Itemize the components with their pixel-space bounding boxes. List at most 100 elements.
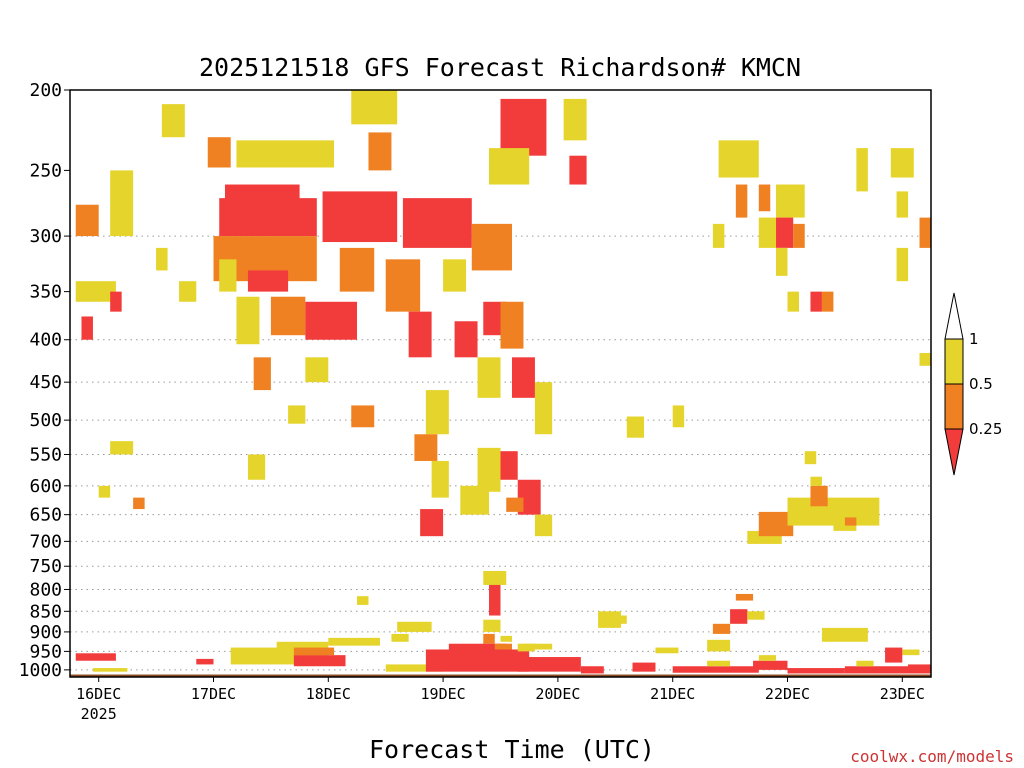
x-tick-label: 20DEC (535, 685, 580, 703)
y-tick-label: 250 (29, 160, 62, 181)
credit-link[interactable]: coolwx.com/models (850, 747, 1014, 766)
ri-cell (368, 132, 392, 171)
ri-cell (357, 596, 369, 605)
y-tick-label: 900 (29, 622, 62, 643)
ri-cell (890, 148, 914, 178)
x-tick-sublabel: 2025 (81, 705, 117, 723)
ri-cell (236, 296, 260, 345)
ri-cell (328, 637, 380, 646)
ri-cell (110, 291, 122, 312)
ri-cell (236, 140, 335, 168)
plot-area (69, 89, 932, 678)
ri-cell (787, 668, 845, 674)
richardson-cells (75, 90, 931, 674)
ri-cell (500, 635, 512, 642)
ri-cell (494, 643, 512, 650)
ri-cell (776, 217, 794, 248)
ri-cell (276, 641, 329, 654)
y-tick-label: 850 (29, 601, 62, 622)
ri-cell (477, 357, 501, 398)
ri-cell (293, 647, 335, 656)
ri-cell (293, 655, 346, 667)
y-tick-label: 350 (29, 282, 62, 303)
ri-cell (75, 281, 116, 302)
plot-frame (69, 89, 932, 678)
ri-cell (821, 627, 868, 642)
legend-label: 0.5 (969, 375, 993, 393)
x-tick-label: 22DEC (765, 685, 810, 703)
ri-cell (609, 615, 627, 624)
legend-label: 0.25 (969, 420, 1002, 438)
color-legend: 1 0.5 0.25 (944, 292, 1002, 476)
ri-cell (844, 666, 931, 674)
ri-cell (483, 633, 495, 644)
ri-cell (477, 447, 501, 492)
ri-cell (322, 191, 398, 243)
ri-cell (902, 649, 920, 656)
ri-cell (896, 191, 909, 218)
x-tick-label: 17DEC (191, 685, 236, 703)
y-tick-label: 450 (29, 372, 62, 393)
ri-cell (483, 570, 507, 585)
ri-cell (730, 609, 748, 624)
ri-cell (793, 223, 805, 248)
ri-cell (397, 621, 432, 632)
ri-cell (810, 485, 828, 507)
ri-cell (351, 90, 398, 125)
ri-cell (110, 170, 134, 237)
ground-band (70, 674, 931, 677)
ri-cell (517, 657, 581, 672)
ri-cell (856, 660, 874, 667)
legend-swatch-high (944, 338, 964, 385)
ri-cell (776, 184, 805, 218)
ri-cell (908, 664, 931, 670)
ri-cell (506, 497, 524, 512)
ri-cell (844, 517, 857, 526)
legend-label: 1 (969, 330, 979, 348)
ri-cell (758, 184, 771, 212)
ri-cell (758, 655, 777, 661)
ri-cell (420, 509, 444, 537)
ri-cell (718, 140, 759, 178)
ri-cell (896, 247, 909, 282)
ri-cell (523, 643, 553, 650)
ri-cell (351, 405, 375, 428)
ri-cell (305, 301, 357, 340)
ri-cell (753, 660, 788, 670)
ri-cell (339, 247, 375, 292)
ri-cell (787, 291, 799, 312)
ri-cell (821, 291, 834, 312)
legend-swatch-mid (944, 383, 964, 430)
ri-cell (804, 451, 817, 465)
ri-cell (161, 104, 185, 138)
y-tick-label: 300 (29, 226, 62, 247)
ri-cell (81, 316, 93, 340)
y-tick-label: 400 (29, 330, 62, 351)
ri-cell (75, 204, 99, 237)
y-tick-label: 200 (29, 80, 62, 101)
ri-cell (224, 184, 300, 205)
ri-cell (385, 259, 421, 312)
ri-cell (443, 259, 467, 292)
ri-cell (391, 633, 409, 642)
ri-cell (454, 321, 478, 358)
ri-cell (500, 301, 524, 349)
ri-cell (511, 357, 535, 398)
ri-cell (919, 217, 931, 248)
ri-cell (414, 434, 438, 461)
ri-cell (735, 184, 748, 218)
x-tick-label: 21DEC (650, 685, 695, 703)
ri-cell (489, 148, 530, 185)
y-tick-label: 550 (29, 444, 62, 465)
ri-cell (385, 664, 444, 672)
ri-cell (288, 405, 306, 424)
y-tick-label: 500 (29, 410, 62, 431)
ri-cell (425, 390, 449, 435)
ri-cell (489, 570, 501, 616)
ri-cell (919, 352, 931, 366)
ri-cell (156, 247, 168, 271)
ri-cell (707, 660, 731, 667)
ri-cell (563, 98, 587, 141)
ri-cell (305, 357, 329, 383)
